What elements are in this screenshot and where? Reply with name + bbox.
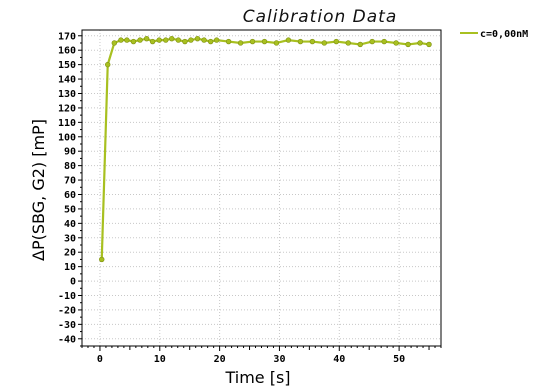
y-tick-label: 0: [70, 277, 76, 288]
axis-ticks: -40-30-20-100102030405060708090100110120…: [58, 31, 442, 365]
data-point: [417, 40, 423, 46]
data-point: [105, 61, 111, 68]
y-tick-label: 140: [58, 75, 76, 86]
x-tick-label: 30: [273, 354, 285, 365]
data-point: [163, 37, 169, 43]
data-point: [188, 37, 194, 43]
data-point: [207, 38, 214, 45]
y-tick-label: 150: [58, 60, 76, 71]
y-tick-label: 120: [58, 103, 76, 114]
data-point: [118, 37, 124, 43]
x-tick-label: 0: [97, 354, 103, 365]
data-point: [99, 256, 105, 263]
data-point: [111, 40, 118, 46]
y-tick-label: -30: [58, 320, 76, 331]
data-point: [285, 37, 292, 43]
data-point: [309, 38, 316, 45]
x-axis-title: Time [s]: [224, 368, 290, 387]
data-point: [201, 37, 207, 43]
x-tick-label: 10: [154, 354, 166, 365]
data-point: [175, 37, 182, 43]
data-point: [156, 37, 162, 43]
y-tick-label: 160: [58, 46, 76, 57]
data-point: [149, 38, 156, 45]
y-tick-label: 110: [58, 118, 76, 129]
y-tick-label: 20: [64, 248, 76, 259]
y-tick-label: 80: [64, 161, 76, 172]
data-point: [345, 40, 351, 46]
data-point: [261, 38, 268, 45]
data-point: [357, 41, 363, 48]
data-point: [321, 40, 328, 46]
data-point: [130, 38, 137, 45]
data-point: [182, 38, 188, 45]
y-tick-label: -10: [58, 291, 76, 302]
data-point: [213, 37, 220, 43]
y-axis-title: ΔP(SBG, G2) [mP]: [29, 119, 48, 261]
data-point: [381, 38, 387, 45]
legend-label: c=0,00nM: [480, 29, 528, 40]
series-layer: [99, 35, 432, 263]
y-tick-label: 90: [64, 147, 76, 158]
y-tick-label: 60: [64, 190, 76, 201]
y-tick-label: 30: [64, 233, 76, 244]
chart-title: Calibration Data: [243, 7, 398, 27]
data-point: [237, 40, 244, 46]
x-tick-label: 20: [214, 354, 226, 365]
data-point: [369, 38, 375, 45]
data-point: [333, 38, 339, 45]
y-tick-label: -20: [58, 305, 76, 316]
x-tick-label: 50: [393, 354, 405, 365]
data-point: [405, 41, 411, 48]
data-point: [169, 35, 175, 42]
data-point: [124, 37, 130, 43]
y-tick-label: 130: [58, 89, 76, 100]
legend: c=0,00nM: [460, 29, 528, 40]
data-point: [143, 35, 150, 42]
y-tick-label: 40: [64, 219, 76, 230]
x-tick-label: 40: [333, 354, 345, 365]
data-point: [249, 38, 256, 45]
y-tick-label: 170: [58, 31, 76, 42]
y-tick-label: 10: [64, 262, 76, 273]
data-point: [194, 35, 201, 42]
y-tick-label: -40: [58, 334, 76, 345]
data-point: [393, 40, 399, 46]
data-point: [273, 40, 280, 46]
data-point: [225, 38, 232, 45]
y-tick-label: 70: [64, 176, 76, 187]
data-point: [137, 37, 143, 43]
data-point: [297, 38, 304, 45]
y-tick-label: 100: [58, 132, 76, 143]
data-point: [426, 41, 432, 48]
y-tick-label: 50: [64, 204, 76, 215]
